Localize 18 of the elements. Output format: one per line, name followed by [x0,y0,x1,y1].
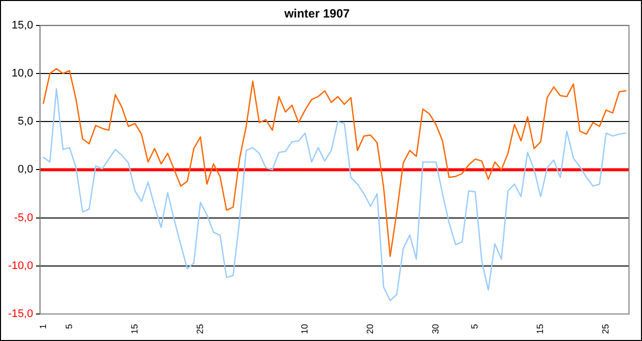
x-tick-label: 1 [38,324,48,330]
y-tick-label: -15,0 [8,308,34,320]
y-tick-label: 0,0 [18,164,34,176]
x-tick-label: 5 [470,324,480,330]
x-tick-label: 25 [600,324,611,334]
x-tick-label: 10 [300,324,310,334]
x-tick-label: 15 [129,324,140,334]
x-tick-label: 5 [64,324,74,330]
chart-title: winter 1907 [283,6,350,21]
y-tick-label: 5,0 [18,116,34,128]
x-tick-label: 30 [430,324,440,334]
y-tick-label: 10,0 [12,68,34,80]
x-tick-label: 20 [365,324,376,334]
y-tick-label: -5,0 [14,212,34,224]
y-tick-label: 15,0 [12,19,34,32]
y-tick-label: -10,0 [8,260,34,272]
x-tick-label: 15 [535,324,546,334]
x-tick-label: 25 [194,324,205,334]
